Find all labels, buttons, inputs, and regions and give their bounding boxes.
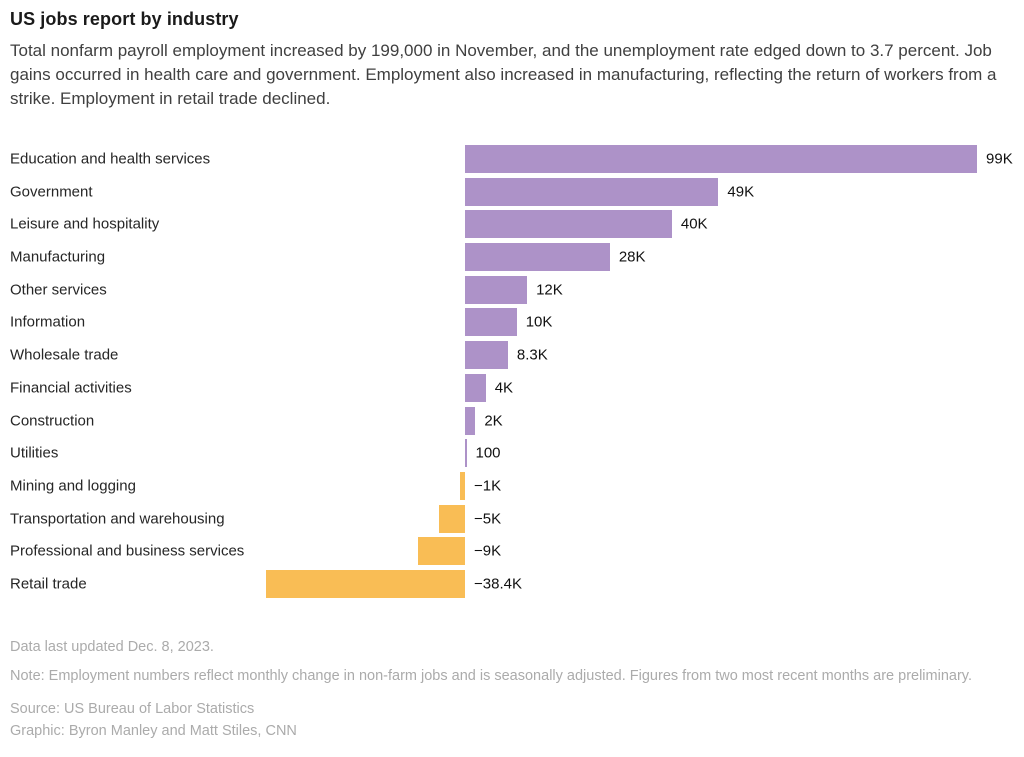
bar-positive[interactable] bbox=[465, 308, 517, 337]
bar-chart: Education and health services 99K Governme… bbox=[0, 145, 1024, 598]
chart-row: Leisure and hospitality 40K bbox=[0, 210, 1024, 239]
chart-row: Mining and logging −1K bbox=[0, 471, 1024, 500]
bar-negative[interactable] bbox=[459, 471, 465, 500]
value-label: −9K bbox=[474, 542, 502, 560]
bar-positive[interactable] bbox=[465, 439, 467, 468]
value-label: 100 bbox=[475, 444, 501, 462]
value-label: 2K bbox=[484, 412, 503, 429]
last-updated-text: Data last updated Dec. 8, 2023. bbox=[10, 638, 214, 655]
category-label: Financial activities bbox=[10, 379, 132, 397]
bar-negative[interactable] bbox=[439, 504, 465, 533]
category-label: Information bbox=[10, 313, 86, 331]
value-label: 99K bbox=[986, 150, 1013, 168]
chart-row: Construction 2K bbox=[0, 406, 1024, 435]
value-label: 10K bbox=[525, 313, 553, 331]
bar-positive[interactable] bbox=[465, 210, 672, 239]
chart-row: Manufacturing 28K bbox=[0, 243, 1024, 272]
value-label: 49K bbox=[727, 183, 755, 201]
bar-positive[interactable] bbox=[465, 406, 476, 435]
category-label: Leisure and hospitality bbox=[10, 215, 160, 233]
bar-negative[interactable] bbox=[418, 537, 465, 566]
category-label: Retail trade bbox=[10, 575, 87, 593]
category-label: Mining and logging bbox=[10, 477, 136, 495]
chart-row: Education and health services 99K bbox=[0, 145, 1024, 173]
category-label: Wholesale trade bbox=[10, 346, 119, 364]
source-credit-block: Source: US Bureau of Labor Statistics Gr… bbox=[10, 698, 1014, 742]
page-title: US jobs report by industry bbox=[10, 9, 239, 29]
category-label: Manufacturing bbox=[10, 248, 106, 266]
chart-row: Government 49K bbox=[0, 177, 1024, 206]
category-label: Education and health services bbox=[10, 150, 211, 168]
chart-footer: Data last updated Dec. 8, 2023. Note: Em… bbox=[10, 637, 1014, 742]
bar-positive[interactable] bbox=[465, 373, 486, 402]
chart-row: Financial activities 4K bbox=[0, 373, 1024, 402]
value-label: 12K bbox=[536, 281, 563, 299]
chart-subtitle: Total nonfarm payroll employment increas… bbox=[10, 41, 997, 108]
chart-row: Information 10K bbox=[0, 308, 1024, 337]
category-label: Professional and business services bbox=[10, 542, 245, 560]
category-label: Construction bbox=[10, 412, 95, 429]
note-text: Note: Employment numbers reflect monthly… bbox=[10, 667, 972, 684]
source-text: Source: US Bureau of Labor Statistics bbox=[10, 700, 255, 717]
value-label: 40K bbox=[680, 215, 708, 233]
chart-row: Other services 12K bbox=[0, 275, 1024, 304]
category-label: Utilities bbox=[10, 444, 59, 462]
credit-text: Graphic: Byron Manley and Matt Stiles, C… bbox=[10, 722, 297, 739]
bar-positive[interactable] bbox=[465, 177, 719, 206]
chart-row: Retail trade −38.4K bbox=[0, 569, 1024, 598]
chart-row: Utilities 100 bbox=[0, 439, 1024, 468]
value-label: 4K bbox=[494, 379, 514, 397]
bar-positive[interactable] bbox=[465, 145, 978, 173]
bar-positive[interactable] bbox=[465, 243, 610, 272]
value-label: −5K bbox=[474, 510, 502, 528]
bar-negative[interactable] bbox=[266, 569, 465, 598]
value-label: −38.4K bbox=[474, 575, 522, 593]
value-label: 28K bbox=[618, 248, 646, 266]
chart-row: Wholesale trade 8.3K bbox=[0, 341, 1024, 370]
chart-row: Professional and business services −9K bbox=[0, 537, 1024, 566]
value-label: 8.3K bbox=[516, 346, 548, 364]
value-label: −1K bbox=[474, 477, 502, 495]
category-label: Government bbox=[10, 183, 93, 201]
bar-positive[interactable] bbox=[465, 275, 528, 304]
category-label: Other services bbox=[10, 281, 107, 299]
chart-row: Transportation and warehousing −5K bbox=[0, 504, 1024, 533]
category-label: Transportation and warehousing bbox=[10, 510, 225, 528]
bar-positive[interactable] bbox=[465, 341, 508, 370]
jobs-report-chart-page: US jobs report by industry Total nonfarm… bbox=[0, 9, 1024, 757]
